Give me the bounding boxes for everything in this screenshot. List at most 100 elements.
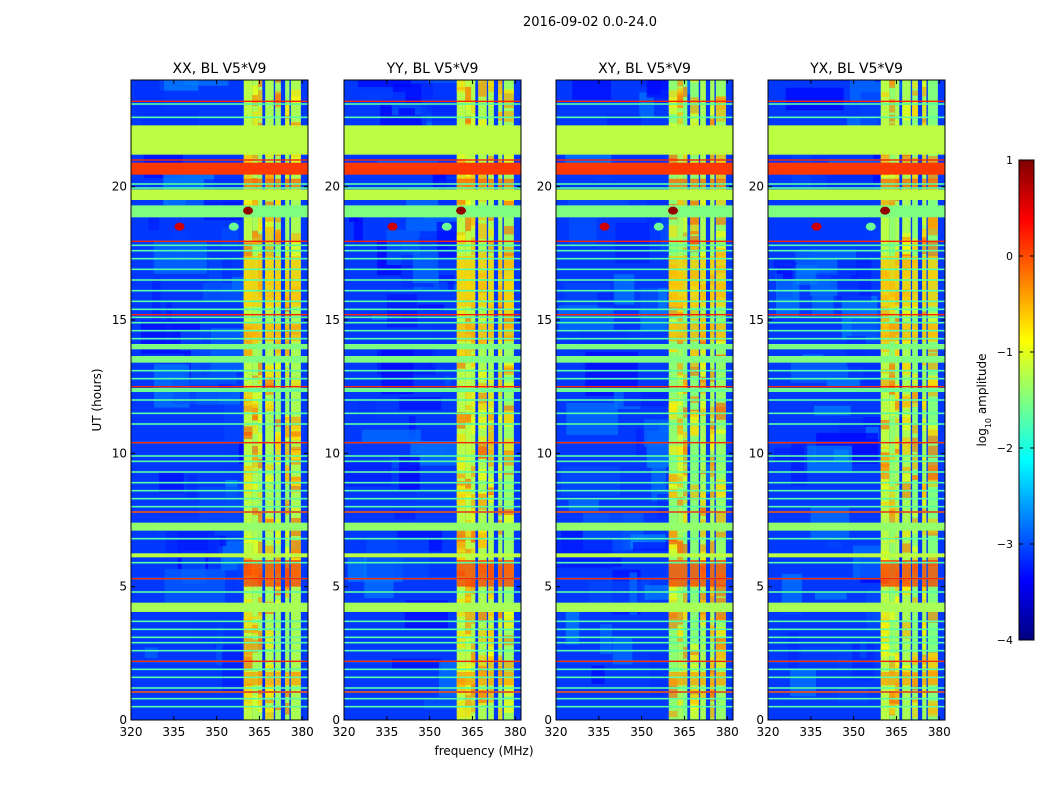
colorbar: 1 0 −1 −2 −3 −4 log10 amplitude [975,154,1035,647]
noise-patch [609,511,623,556]
rfi-speckle [880,446,890,450]
rfi-burst [265,178,274,192]
rfi-burst [880,672,890,686]
rfi-speckle [895,120,900,124]
rfi-speckle [889,359,896,372]
rfi-speckle [498,389,503,396]
rfi-burst [922,672,927,686]
time-rfi-band [768,553,945,558]
rfi-speckle [912,101,918,117]
time-rfi-line [556,412,733,415]
time-rfi-line [768,399,945,401]
rfi-speckle [700,376,706,383]
rfi-speckle [503,111,514,122]
time-rfi-line [344,369,521,372]
noise-patch [221,227,239,247]
time-rfi-line [344,257,521,260]
rfi-speckle [710,541,715,556]
rfi-speckle [478,250,487,260]
rfi-speckle [258,106,263,121]
rfi-speckle [498,709,503,720]
x-tick-label: 320 [120,725,143,739]
strong-rfi-band [131,356,308,363]
rfi-burst [252,178,259,192]
noise-patch [366,537,429,580]
x-tick-label: 350 [205,725,228,739]
rfi-speckle [471,609,476,624]
y-tick-label: 15 [749,313,764,327]
time-rfi-line [131,460,308,463]
rfi-speckle [677,398,684,407]
x-tick-label: 335 [162,725,185,739]
rfi-speckle [902,437,911,455]
rfi-speckle [285,348,290,357]
heatmap-area [344,80,521,720]
rfi-speckle [710,460,715,477]
time-rfi-band [131,388,308,392]
rfi-speckle [710,421,715,430]
rfi-burst [912,178,918,192]
y-tick-label: 10 [112,446,127,460]
time-rfi-band [344,205,521,218]
noise-patch [222,540,247,565]
time-rfi-line [344,289,521,292]
rfi-speckle [252,696,259,709]
rfi-burst [503,322,514,342]
time-rfi-line [131,244,308,247]
rfi-speckle [912,90,918,96]
rfi-speckle [275,93,281,106]
rfi-burst [503,256,514,307]
rfi-burst [700,256,706,307]
time-rfi-line [131,636,308,639]
time-rfi-line [768,687,945,689]
hot-rfi-line [344,100,521,103]
hot-rfi-line [556,660,733,663]
rfi-speckle [902,412,911,431]
rfi-speckle [498,634,503,648]
rfi-speckle [927,606,938,623]
rfi-speckle [677,697,684,707]
rfi-burst [710,560,715,587]
rfi-speckle [677,309,684,313]
rfi-speckle [927,423,938,436]
time-rfi-band [768,125,945,155]
rfi-speckle [478,493,487,510]
rfi-speckle [927,217,938,236]
y-tick-label: 20 [325,180,340,194]
rfi-speckle [243,617,253,629]
rfi-speckle [465,412,472,423]
rfi-speckle [690,484,699,501]
rfi-speckle [478,436,487,441]
rfi-speckle [889,696,896,706]
rfi-speckle [488,478,494,494]
rfi-speckle [285,103,290,115]
time-rfi-line [768,628,945,631]
x-tick-label: 320 [333,725,356,739]
rfi-burst [488,322,494,342]
noise-patch [361,429,421,443]
figure-suptitle: 2016-09-02 0.0-24.0 [523,15,657,30]
time-rfi-line [131,268,308,271]
rfi-speckle [683,146,688,165]
rfi-speckle [902,360,911,375]
time-rfi-line [556,505,733,508]
rfi-speckle [690,649,699,656]
panel-xy: XY, BL V5*V9 320 335 350 365 380 0 5 10 15 20 [537,61,739,739]
time-rfi-line [131,687,308,689]
noise-patch [444,375,451,391]
time-rfi-line [556,103,733,105]
rfi-speckle [677,446,684,457]
rfi-burst [503,178,514,192]
rfi-speckle [243,603,253,622]
rfi-speckle [503,410,514,427]
x-tick-label: 350 [842,725,865,739]
rfi-speckle [927,657,938,677]
rfi-burst [265,560,274,587]
rfi-speckle [668,445,678,457]
rfi-speckle [889,364,896,380]
time-rfi-line [344,636,521,639]
strong-rfi-band [344,162,521,175]
rfi-speckle [498,353,503,357]
time-rfi-line [768,489,945,492]
rfi-burst [895,560,900,587]
